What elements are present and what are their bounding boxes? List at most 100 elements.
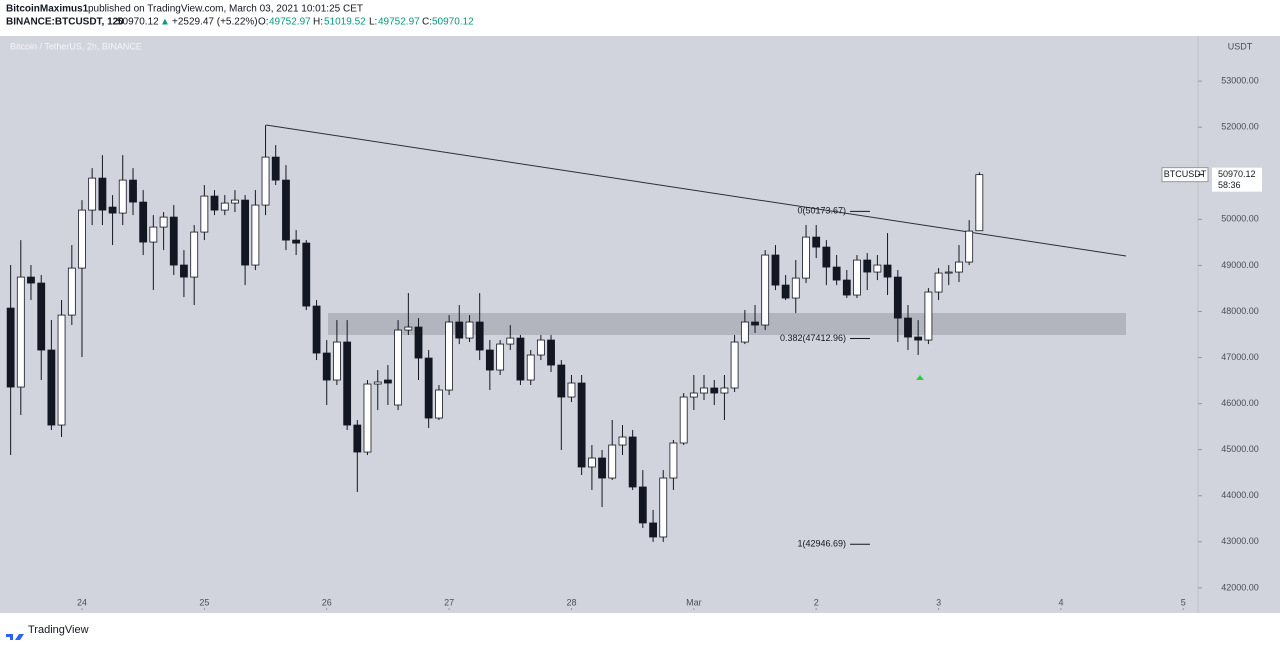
candle-body [200,195,209,233]
candle-body [700,387,708,394]
candle-body [67,267,76,316]
candle-body [567,382,576,398]
y-tick-label: 50000.00 [1221,214,1259,224]
candle-body [435,389,443,419]
candle-body [118,179,127,214]
candle-body [944,271,953,274]
candle-body [577,382,586,468]
y-tick-label: 48000.00 [1221,306,1259,316]
candle-body [465,321,474,339]
trendline [265,124,1127,257]
candle-body [883,264,892,278]
candle-body [740,321,749,343]
chart-title: Bitcoin / TetherUS, 2h, BINANCE [10,41,142,51]
change-arrow: ▲ [160,17,170,28]
last-price-box [1212,167,1262,192]
candle-body [373,381,382,385]
candle-body [6,307,15,388]
candle-body [139,201,148,243]
candle-body [781,284,790,299]
candle-body [37,282,46,351]
candle-body [914,336,923,341]
open-value: 49752.97 [269,17,311,28]
candle-body [394,329,402,406]
last-price-label: 50970.12 [1218,169,1256,179]
candle-body [241,199,250,266]
candle-body [761,254,770,326]
candle-body [608,444,617,479]
candle-body [893,276,902,319]
candle-body [353,424,362,453]
low-value: 49752.97 [378,17,420,28]
candle-body [649,522,657,538]
candle-body [638,486,647,524]
y-tick-label: 49000.00 [1221,260,1259,270]
candle-body [598,457,606,479]
close-value: 50970.12 [432,17,474,28]
candle-body [108,206,117,214]
candle-body [159,216,168,228]
y-tick-label: 53000.00 [1221,76,1259,86]
x-tick-label: 27 [444,597,454,607]
y-tick-label: 42000.00 [1221,582,1259,592]
candle-body [343,341,352,426]
fib-label: 0(50173.67) [797,206,846,216]
y-unit: USDT [1228,41,1253,51]
x-tick-label: 5 [1181,597,1186,607]
candle-body [751,321,759,326]
candle-body [730,341,739,389]
fib-label: 1(42946.69) [797,539,846,549]
x-tick-label: 2 [814,597,819,607]
candle-body [47,349,56,426]
candle-body [149,226,158,243]
high-value: 51019.52 [324,17,366,28]
candle-body [975,174,984,232]
candle-body [384,379,392,384]
candle-body [536,339,545,356]
candle-body [404,326,413,331]
candle-body [689,392,698,398]
candle-body [628,436,637,488]
candle-body [822,246,831,268]
x-tick-label: 25 [199,597,209,607]
candle-body [506,337,515,345]
candle-body [251,204,260,266]
x-tick-label: 3 [936,597,941,607]
candle-body [169,216,178,266]
candle-body [231,199,239,204]
candle-body [322,352,331,381]
candle-body [129,179,137,203]
candle-body [424,357,433,419]
x-tick-label: 24 [77,597,87,607]
candle-body [88,177,97,211]
candle-body [955,261,963,273]
x-tick-label: 26 [322,597,332,607]
candle-body [455,321,464,339]
footer-logo: TradingView [6,624,89,640]
candle-body [771,254,780,286]
candle-body [57,314,66,426]
published: published on TradingView.com, March 03, … [88,4,363,15]
signal-arrow [916,375,924,380]
y-tick-label: 45000.00 [1221,444,1259,454]
x-tick-label: 28 [566,597,576,607]
candle-body [302,242,311,307]
y-tick-label: 46000.00 [1221,398,1259,408]
candle-body [485,349,494,371]
candle-body [190,231,199,278]
candle-body [679,396,688,444]
candle-body [16,276,25,388]
candle-body [332,341,341,381]
y-tick-label: 44000.00 [1221,490,1259,500]
candle-body [791,277,800,299]
last-price: 50970.12 [117,17,159,28]
candle-body [618,436,627,446]
candle-body [802,236,810,279]
candle-body [475,321,484,351]
open-label: O: [258,17,269,28]
price-tag-box [1161,167,1209,183]
candle-body [710,387,719,394]
x-tick-label: 4 [1058,597,1063,607]
